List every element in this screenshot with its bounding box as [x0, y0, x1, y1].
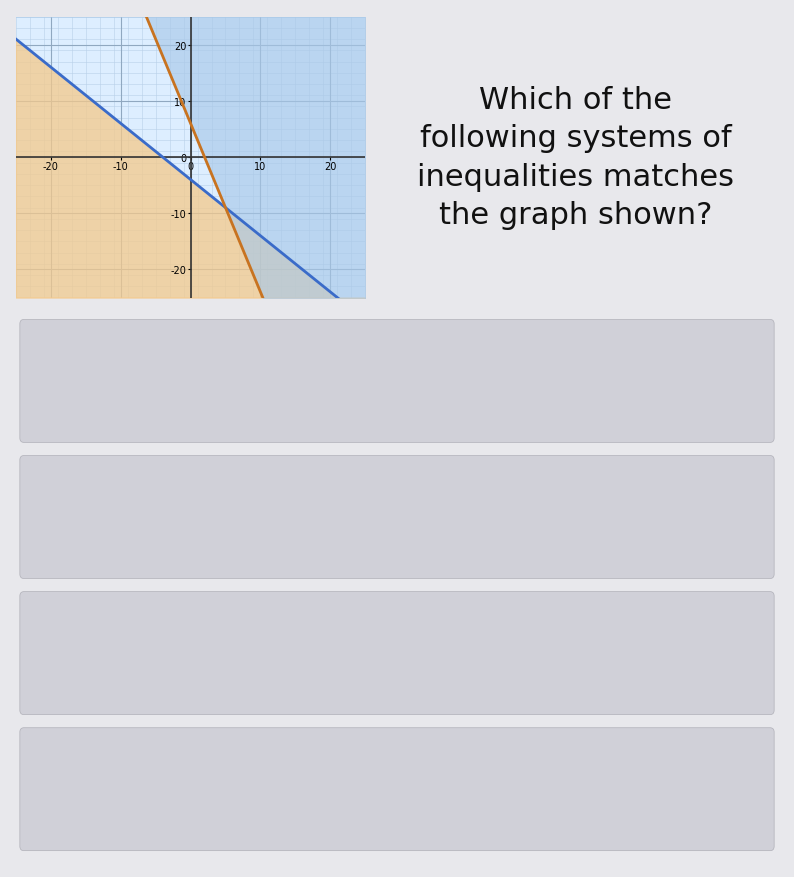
- Text: D.  y ≤ x - 13  AND  y ≥ -x + 3: D. y ≤ x - 13 AND y ≥ -x + 3: [54, 776, 456, 802]
- Text: C.  y ≤ -2x - 2  AND  y ≥ -x - 8: C. y ≤ -2x - 2 AND y ≥ -x - 8: [54, 640, 451, 667]
- Text: Which of the
following systems of
inequalities matches
the graph shown?: Which of the following systems of inequa…: [417, 86, 734, 230]
- Text: A.  y ≤ -x - 4  AND  y ≥ -3x + 6: A. y ≤ -x - 4 AND y ≥ -3x + 6: [54, 368, 462, 395]
- Text: B.  y ≤ 4x - 7  AND  y ≥ -x + 2: B. y ≤ 4x - 7 AND y ≥ -x + 2: [54, 504, 453, 531]
